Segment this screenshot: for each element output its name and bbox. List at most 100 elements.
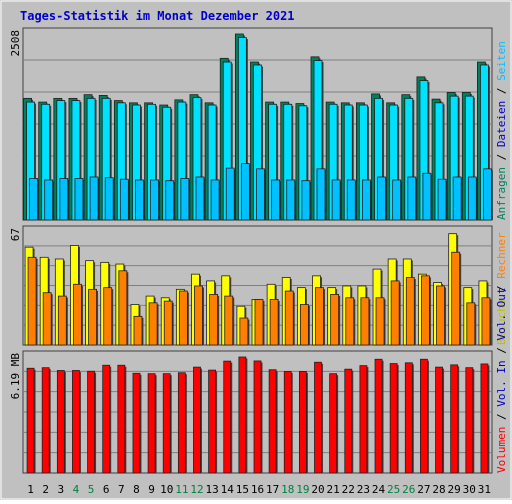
x-tick-label-day-3: 3 (58, 483, 65, 496)
panels-layer: 2508 Anfragen / Dateien / Seiten 67 Besuche… (9, 27, 508, 474)
y-max-label: 6.19 MB (9, 353, 22, 400)
bar-volumen-day-30 (465, 367, 474, 474)
bar-volumen-day-25 (389, 363, 398, 474)
bar-seiten-day-24 (377, 176, 386, 221)
bar-volumen-day-16 (253, 360, 262, 474)
bar-rechner-day-28 (436, 285, 445, 346)
bar-rechner-day-7 (118, 270, 128, 346)
bar-volumen-day-2 (41, 367, 50, 474)
x-tick-label-day-17: 17 (266, 483, 279, 496)
bar-rechner-day-8 (133, 315, 143, 346)
bar-volumen-day-19 (298, 371, 307, 474)
bar-seiten-day-18 (286, 179, 296, 221)
y-max-label: 2508 (9, 30, 22, 57)
x-tick-label-day-29: 29 (448, 483, 461, 496)
bar-rechner-day-26 (405, 277, 415, 346)
x-tick-label-day-18: 18 (281, 483, 294, 496)
bar-rechner-day-4 (73, 283, 82, 346)
x-tick-label-day-25: 25 (387, 483, 400, 496)
bar-volumen-day-20 (314, 361, 322, 474)
legend-entry: / (495, 407, 508, 427)
legend-entry: Rechner (495, 232, 508, 279)
bar-seiten-day-27 (422, 172, 432, 221)
bar-rechner-day-2 (42, 292, 52, 346)
bar-seiten-day-26 (407, 176, 417, 221)
bar-seiten-day-4 (74, 178, 84, 221)
x-tick-label-day-30: 30 (463, 483, 476, 496)
bar-volumen-day-31 (480, 363, 489, 474)
bar-volumen-day-8 (132, 372, 141, 474)
x-tick-label-day-20: 20 (311, 483, 324, 496)
bar-volumen-day-28 (435, 366, 443, 474)
bar-rechner-day-1 (27, 256, 37, 346)
bar-seiten-day-20 (316, 168, 326, 221)
legend-entry: / (495, 279, 508, 299)
x-tick-label-day-5: 5 (88, 483, 95, 496)
legend-entry: / (495, 81, 508, 101)
bar-seiten-day-19 (301, 180, 311, 221)
bar-rechner-day-19 (299, 304, 309, 346)
bar-rechner-day-14 (224, 295, 234, 346)
bar-volumen-day-18 (283, 371, 292, 474)
legend-entry: / (495, 341, 508, 361)
bar-seiten-day-6 (104, 177, 114, 221)
bar-seiten-day-9 (150, 179, 159, 221)
bar-volumen-day-11 (177, 372, 186, 474)
panel-requests: 2508 Anfragen / Dateien / Seiten (9, 27, 508, 221)
bar-seiten-day-17 (271, 179, 281, 221)
x-tick-label-day-22: 22 (342, 483, 355, 496)
bar-volumen-day-22 (344, 368, 353, 474)
bar-seiten-day-30 (467, 176, 477, 221)
bar-volumen-day-4 (72, 370, 80, 474)
x-tick-label-day-1: 1 (27, 483, 34, 496)
legend: Volumen / Vol. In / Vol. Out (495, 288, 508, 473)
bar-volumen-day-26 (404, 362, 413, 474)
bar-seiten-day-31 (483, 168, 492, 221)
bar-rechner-day-12 (194, 285, 203, 346)
bar-volumen-day-6 (102, 364, 111, 474)
bar-rechner-day-24 (375, 297, 385, 346)
bar-seiten-day-29 (452, 176, 462, 221)
bar-rechner-day-22 (345, 297, 355, 346)
bar-seiten-day-10 (165, 180, 175, 221)
bar-seiten-day-3 (59, 178, 69, 221)
bar-volumen-day-21 (329, 373, 338, 474)
y-max-label: 67 (9, 228, 22, 241)
bar-rechner-day-18 (284, 290, 294, 346)
legend: Besuche / Rechner (495, 232, 508, 345)
x-axis: 1 2 3 4 5 6 7 8 9 10 11 12 13 14 15 16 17 18 19 20 21 22 23 24 2… (27, 483, 491, 496)
x-tick-label-day-31: 31 (478, 483, 491, 496)
bar-volumen-day-9 (147, 373, 156, 474)
x-tick-label-day-12: 12 (190, 483, 203, 496)
bar-volumen-day-5 (87, 370, 95, 474)
bar-volumen-day-23 (359, 365, 368, 474)
bar-rechner-day-5 (88, 288, 97, 346)
x-tick-label-day-7: 7 (118, 483, 125, 496)
x-tick-label-day-2: 2 (42, 483, 49, 496)
bar-rechner-day-21 (330, 294, 340, 346)
x-tick-label-day-14: 14 (221, 483, 235, 496)
x-tick-label-day-10: 10 (160, 483, 173, 496)
x-tick-label-day-4: 4 (73, 483, 80, 496)
chart-title: Tages-Statistik im Monat Dezember 2021 (20, 9, 295, 23)
bar-volumen-day-24 (374, 358, 383, 474)
x-tick-label-day-27: 27 (417, 483, 430, 496)
bar-rechner-day-16 (254, 299, 264, 346)
legend-entry: Anfragen (495, 167, 508, 220)
legend: Anfragen / Dateien / Seiten (495, 41, 508, 220)
bar-seiten-day-23 (362, 179, 371, 221)
x-tick-label-day-6: 6 (103, 483, 110, 496)
x-tick-label-day-26: 26 (402, 483, 415, 496)
bar-volumen-day-7 (117, 364, 126, 474)
bar-seiten-day-1 (29, 178, 38, 221)
bar-rechner-day-9 (148, 302, 158, 346)
bar-seiten-day-16 (256, 168, 265, 221)
bar-volumen-day-17 (268, 369, 277, 474)
bar-seiten-day-21 (331, 179, 341, 221)
legend-entry: Vol. In (495, 360, 508, 406)
bar-rechner-day-20 (315, 287, 324, 346)
legend-entry: Vol. Out (495, 288, 508, 341)
x-tick-label-day-28: 28 (432, 483, 445, 496)
